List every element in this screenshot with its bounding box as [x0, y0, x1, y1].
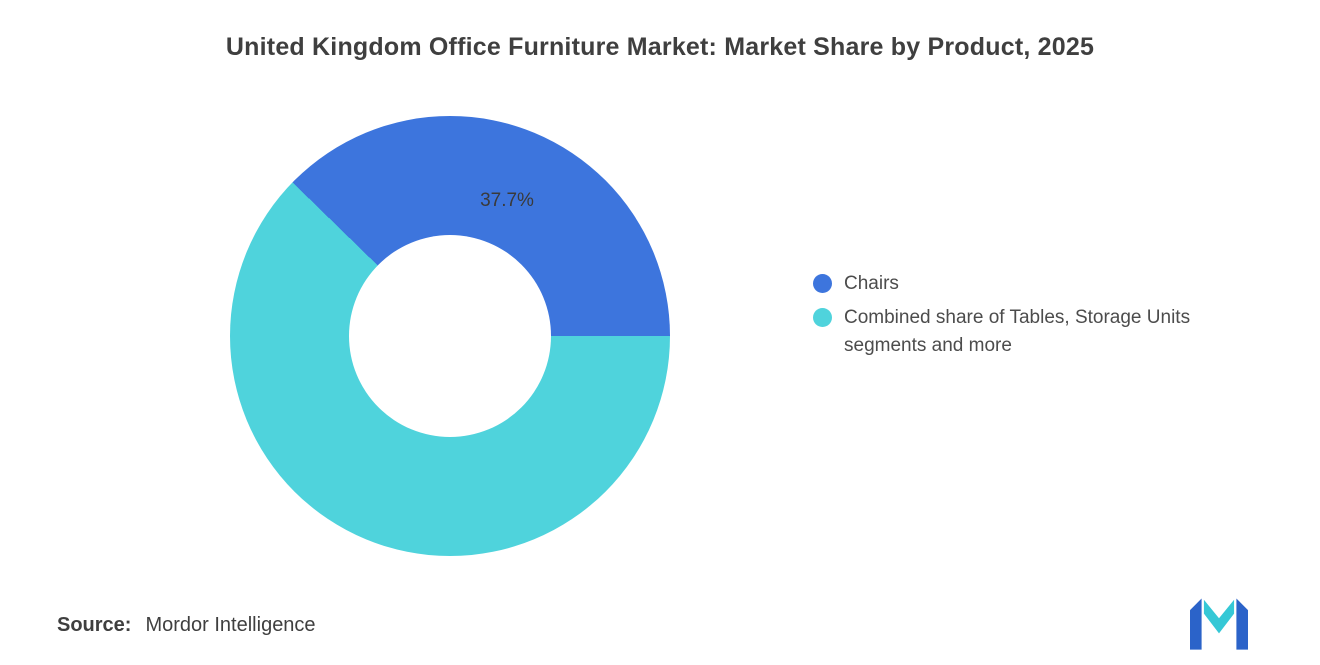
legend-item-combined: Combined share of Tables, Storage Units …: [813, 304, 1243, 360]
legend-marker-combined: [813, 308, 832, 327]
legend-label-combined: Combined share of Tables, Storage Units …: [844, 307, 1191, 356]
legend-marker-chairs: [813, 274, 832, 293]
source-label: Source:: [57, 614, 132, 636]
logo-middle-chevron: [1203, 599, 1235, 634]
source-line: Source: Mordor Intelligence: [57, 614, 316, 637]
logo-left-leg: [1190, 598, 1202, 650]
legend: Chairs Combined share of Tables, Storage…: [813, 270, 1243, 360]
donut-hole: [349, 235, 551, 437]
legend-item-chairs: Chairs: [813, 270, 1243, 298]
legend-label-chairs: Chairs: [844, 273, 899, 294]
mordor-intelligence-logo: [1190, 598, 1248, 650]
source-text: Mordor Intelligence: [145, 614, 316, 636]
chart-title: United Kingdom Office Furniture Market: …: [225, 33, 1095, 61]
slice-label-chairs: 37.7%: [480, 190, 534, 211]
donut-chart: 37.7%: [230, 116, 670, 556]
logo-right-leg: [1236, 598, 1248, 650]
